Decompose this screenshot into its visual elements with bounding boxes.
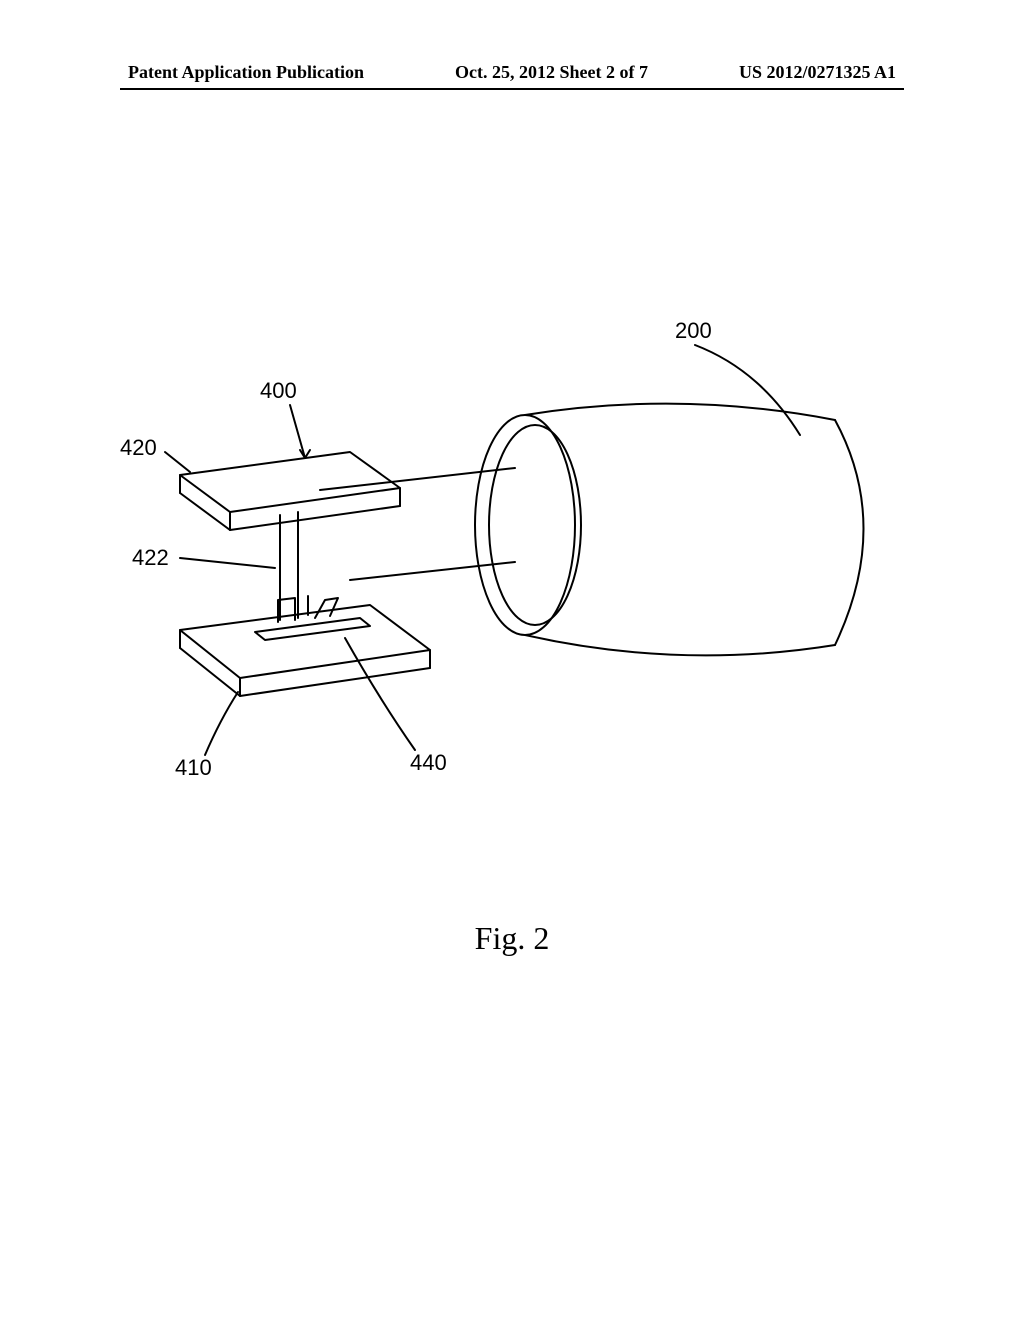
header-left: Patent Application Publication [128, 62, 364, 83]
page-header: Patent Application Publication Oct. 25, … [0, 62, 1024, 83]
header-rule [120, 88, 904, 90]
label-400: 400 [260, 378, 297, 404]
figure-caption: Fig. 2 [0, 920, 1024, 957]
label-200: 200 [675, 318, 712, 344]
header-center: Oct. 25, 2012 Sheet 2 of 7 [455, 62, 648, 83]
figure-2: 200 400 420 422 410 440 [120, 300, 904, 860]
patent-page: Patent Application Publication Oct. 25, … [0, 0, 1024, 1320]
label-422: 422 [132, 545, 169, 571]
label-410: 410 [175, 755, 212, 781]
figure-svg [120, 300, 904, 860]
header-right: US 2012/0271325 A1 [739, 62, 896, 83]
label-440: 440 [410, 750, 447, 776]
label-420: 420 [120, 435, 157, 461]
